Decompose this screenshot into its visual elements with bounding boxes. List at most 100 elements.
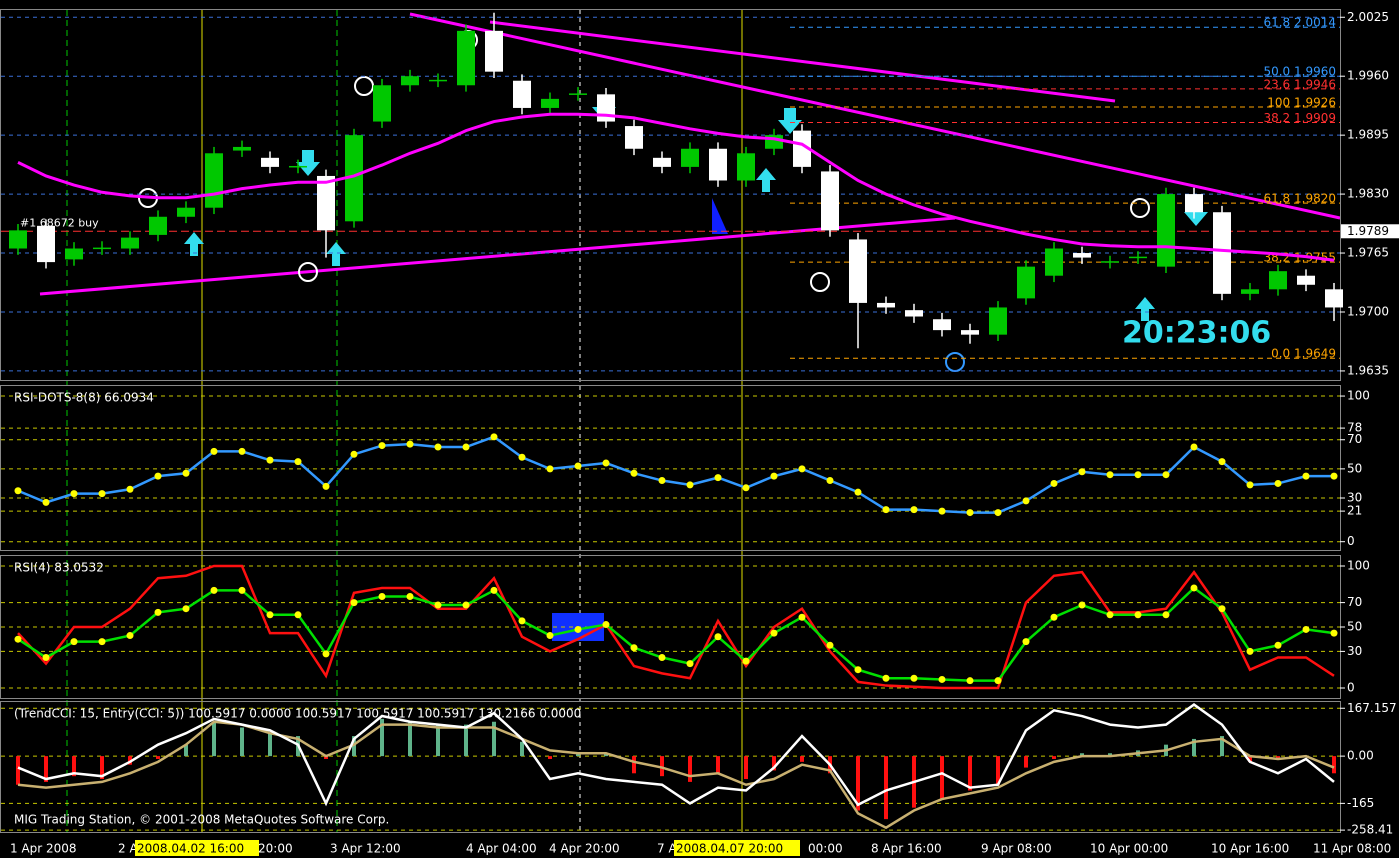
y-tick-label: 50 <box>1347 461 1362 475</box>
histogram-bar <box>968 756 972 791</box>
y-tick-label: 50 <box>1347 620 1362 634</box>
series-dot <box>238 447 246 455</box>
histogram-bar <box>576 753 580 757</box>
countdown: 20:23:06 <box>1122 316 1271 351</box>
series-dot <box>630 469 638 477</box>
series-dot <box>658 477 666 485</box>
histogram-bar <box>884 756 888 820</box>
candle-body <box>1241 289 1259 294</box>
series-dot <box>966 677 974 685</box>
fib-label: 23.6 1.9946 <box>1263 77 1336 91</box>
series-dot <box>1190 443 1198 451</box>
y-tick-label: 0 <box>1347 534 1355 548</box>
trend-lines <box>39 12 1341 296</box>
fib-label: 61.8 1.9820 <box>1263 192 1336 206</box>
y-tick-label: 167.157 <box>1347 701 1397 715</box>
candle-body <box>289 165 307 168</box>
series-dot <box>770 472 778 480</box>
series-dot <box>210 447 218 455</box>
series-dot <box>882 674 890 682</box>
series-dot <box>266 456 274 464</box>
histogram-bar <box>1332 756 1336 774</box>
candle-body <box>1017 266 1035 299</box>
candle-body <box>373 85 391 122</box>
histogram-bar <box>660 756 664 777</box>
time-label: 2008.04.02 16:00 <box>137 842 244 856</box>
histogram-bar <box>1192 738 1196 757</box>
time-highlight <box>674 840 800 856</box>
histogram-bar <box>324 756 328 759</box>
candle-body <box>9 230 27 249</box>
candle-body <box>709 148 727 181</box>
series-dot <box>1274 641 1282 649</box>
buy-arrow <box>756 168 776 192</box>
y-tick-label: 78 <box>1347 421 1362 435</box>
series-dot <box>98 638 106 646</box>
series-dot <box>1050 613 1058 621</box>
histogram-bar <box>1024 756 1028 768</box>
series-dot <box>1106 471 1114 479</box>
series-dot <box>966 509 974 517</box>
histogram-bar <box>408 721 412 757</box>
series-dot <box>1330 472 1338 480</box>
series-dot <box>882 506 890 514</box>
fib-label: 0.0 1.9649 <box>1271 347 1336 361</box>
fractal <box>810 272 830 292</box>
time-label: 7 A <box>657 842 677 856</box>
series-dot <box>378 442 386 450</box>
series-dot <box>854 488 862 496</box>
y-tick-label: 1.9700 <box>1347 304 1389 318</box>
sell-arrow <box>778 108 802 134</box>
series-dot <box>1190 584 1198 592</box>
series-dot <box>1246 647 1254 655</box>
series-dot <box>518 453 526 461</box>
series-dot <box>630 644 638 652</box>
current-price: 1.9789 <box>1347 224 1389 238</box>
candle-body <box>1157 194 1175 267</box>
histogram-bar <box>464 724 468 757</box>
time-label: 4 Apr 04:00 <box>466 842 537 856</box>
series-dot <box>1078 468 1086 476</box>
series-line <box>17 112 1335 262</box>
series-line <box>17 586 1335 682</box>
series-dot <box>378 593 386 601</box>
candle-body <box>597 94 615 122</box>
series-dot <box>322 482 330 490</box>
candle-body <box>989 307 1007 335</box>
series-line <box>17 703 1335 807</box>
series-dot <box>1274 479 1282 487</box>
series-dot <box>182 605 190 613</box>
series-dot <box>434 443 442 451</box>
series-dot <box>126 485 134 493</box>
series-dot <box>1302 472 1310 480</box>
candle-body <box>121 237 139 249</box>
series-dot <box>490 433 498 441</box>
candle-body <box>513 80 531 108</box>
trend-line <box>39 216 956 296</box>
histogram-bar <box>268 733 272 757</box>
vertical-separators <box>66 10 743 832</box>
y-tick-label: 2.0025 <box>1347 10 1389 24</box>
series-dot <box>182 469 190 477</box>
candle-body <box>905 310 923 317</box>
series-dot <box>1302 625 1310 633</box>
series-dot <box>938 675 946 683</box>
series-dot <box>1218 605 1226 613</box>
fib-label: 50.0 1.9960 <box>1263 65 1336 79</box>
series-dot <box>1134 471 1142 479</box>
candle-body <box>1325 289 1343 308</box>
series-dot <box>686 481 694 489</box>
y-tick-label: 1.9960 <box>1347 69 1389 83</box>
series-dot <box>14 635 22 643</box>
histogram-bar <box>1276 756 1280 759</box>
series-dot <box>490 586 498 594</box>
histogram-bar <box>632 756 636 774</box>
histogram-bar <box>744 756 748 780</box>
histogram-bar <box>212 721 216 757</box>
time-label: 10 Apr 16:00 <box>1211 842 1289 856</box>
series-dot <box>686 660 694 668</box>
y-tick-label: -258.41 <box>1347 823 1393 837</box>
sell-arrow <box>296 150 320 176</box>
